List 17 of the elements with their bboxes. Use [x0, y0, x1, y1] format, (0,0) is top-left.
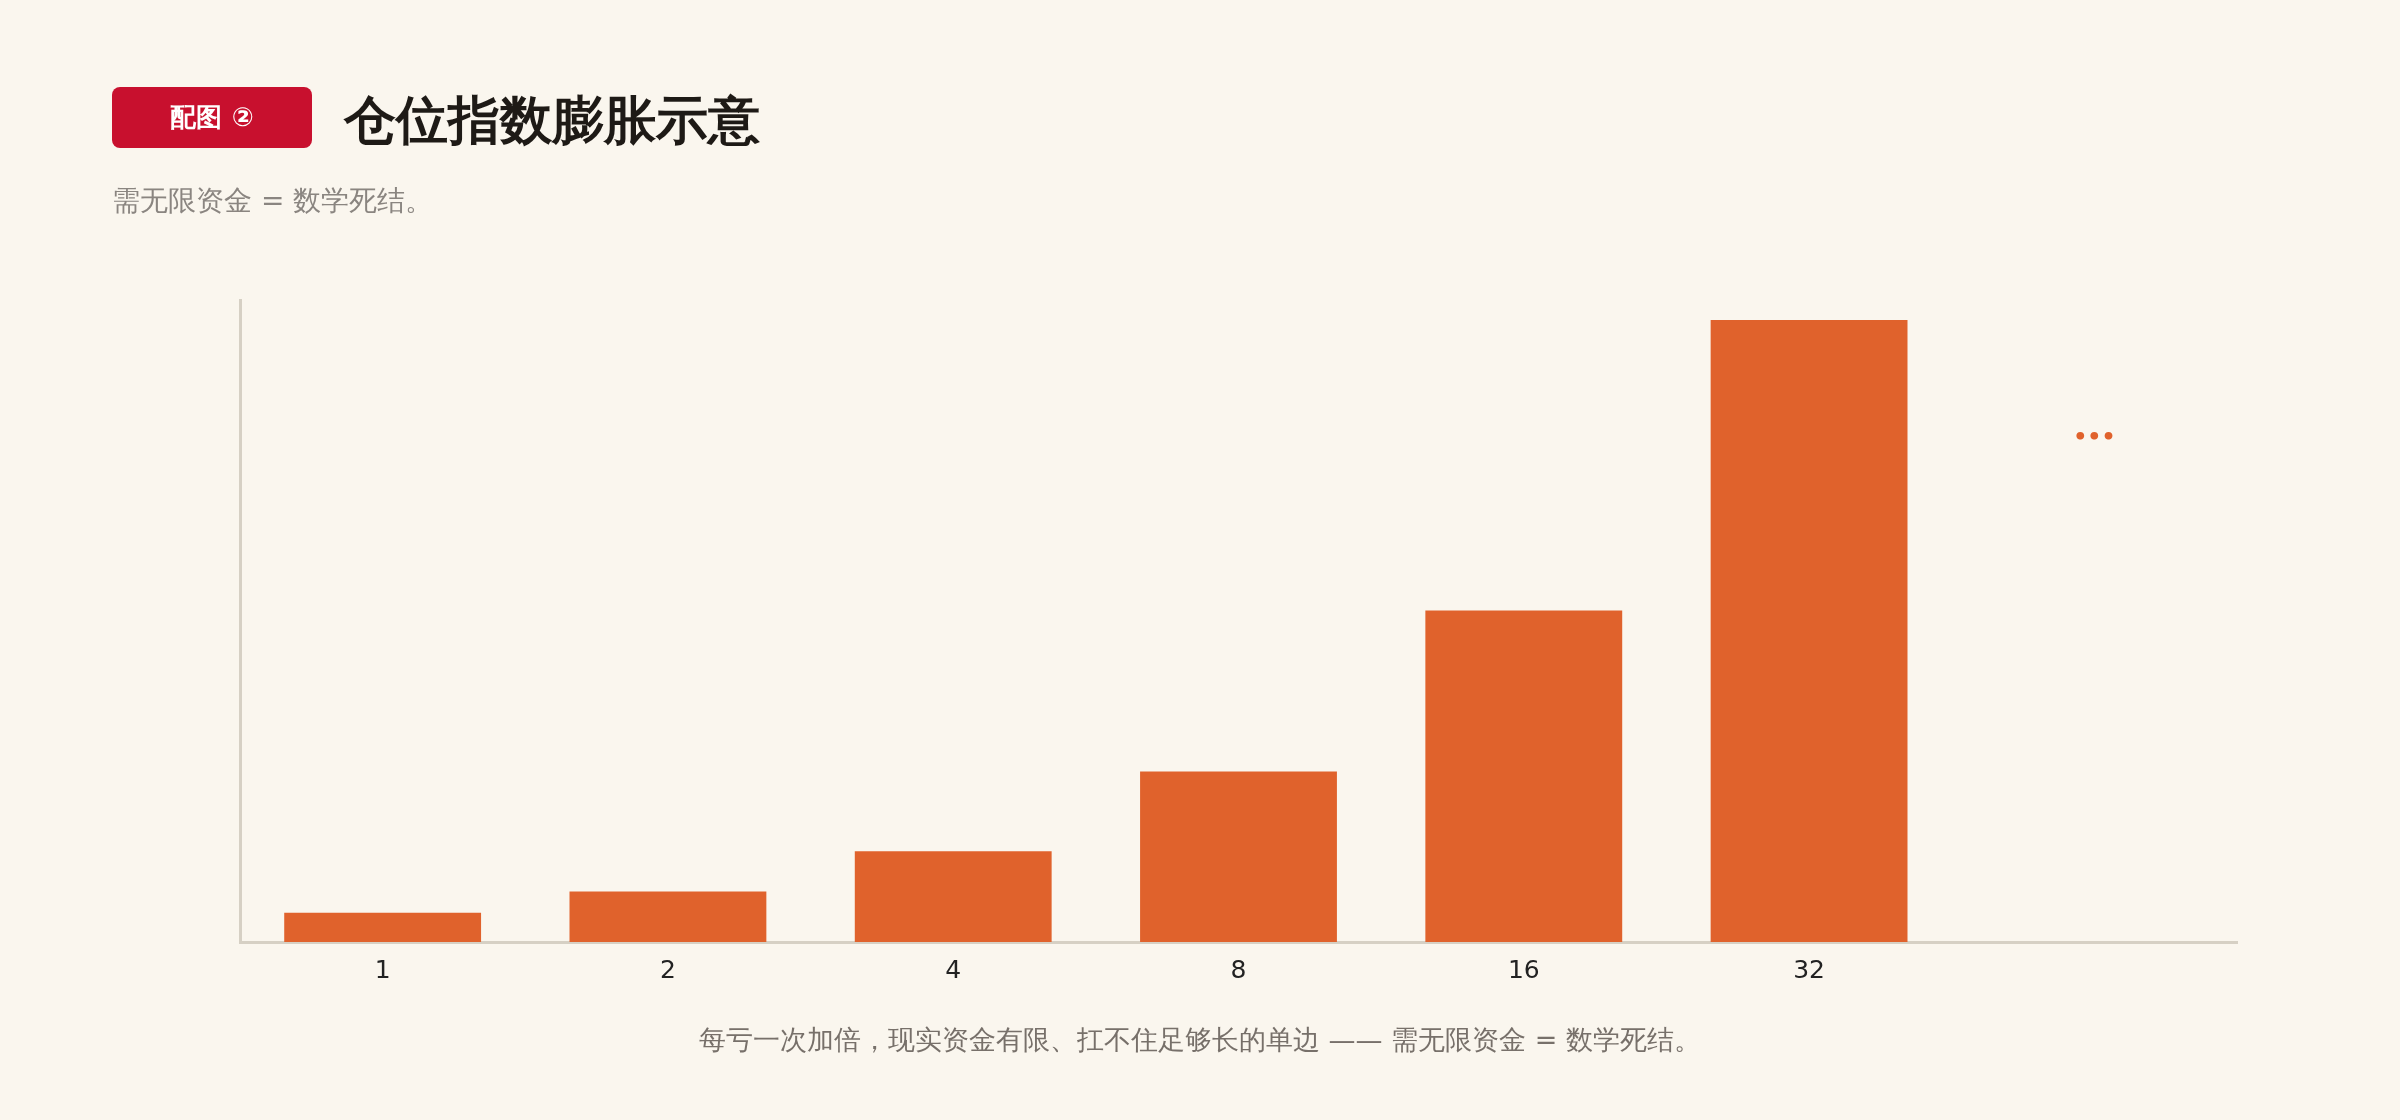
- bar: [1140, 771, 1337, 942]
- x-tick-label: 2: [659, 954, 676, 984]
- bar: [284, 912, 482, 942]
- x-tick-label: 16: [1507, 954, 1540, 984]
- x-tick-label: 4: [945, 954, 962, 984]
- annotation: •••: [2073, 423, 2116, 449]
- x-tick-label: 32: [1793, 954, 1825, 984]
- bar: [854, 851, 1052, 942]
- bar: [569, 891, 767, 942]
- bar: [1710, 319, 1908, 942]
- text: 每亏一次加倍，现实资金有限、扛不住足够长的单边 —— 需无限资金 = 数学死结。: [698, 1023, 1702, 1057]
- chart-title: 仓位指数膨胀示意: [344, 89, 760, 152]
- x-tick-label: 8: [1230, 954, 1247, 984]
- text: 配图 ②: [112, 87, 312, 148]
- chart-subtitle: 需无限资金 = 数学死结。: [112, 183, 434, 219]
- bar: [1425, 610, 1623, 942]
- x-tick-label: 1: [374, 954, 391, 984]
